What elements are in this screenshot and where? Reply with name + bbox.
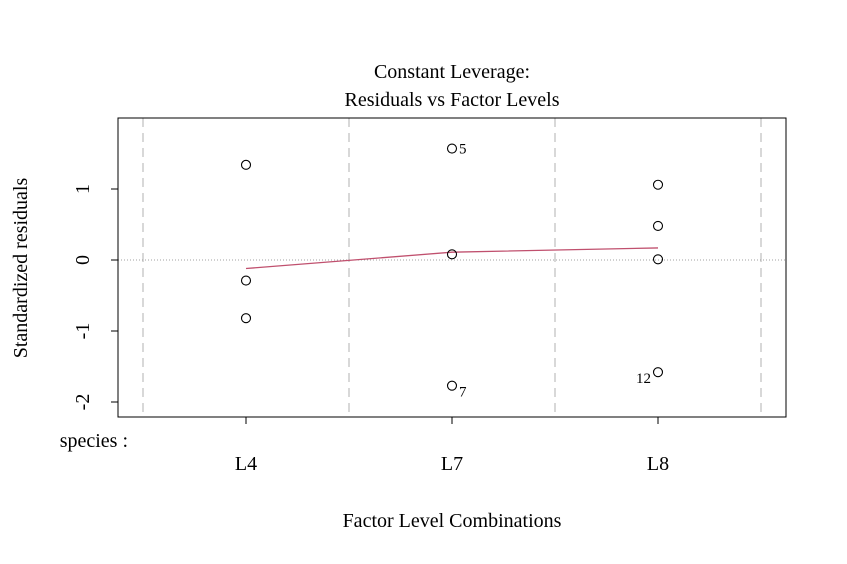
y-tick-label-0: -2 [72, 394, 94, 411]
x-axis: L4 L7 L8 [235, 417, 669, 475]
x-axis-label: Factor Level Combinations [343, 510, 562, 532]
data-point-5 [446, 380, 458, 391]
x-tick-label-L7: L7 [441, 453, 463, 475]
data-point-6 [652, 179, 664, 190]
factor-label: species : [60, 430, 128, 452]
y-axis: -2 -1 0 1 [72, 184, 119, 411]
data-point-3 [446, 143, 458, 154]
chart-title-line1: Constant Leverage: [374, 61, 530, 83]
data-point-2 [240, 313, 252, 324]
data-point-9 [652, 367, 664, 378]
point-label-12: 12 [636, 371, 651, 387]
data-point-8 [652, 254, 664, 265]
data-point-7 [652, 220, 664, 231]
x-tick-label-L4: L4 [235, 453, 257, 475]
point-label-7: 7 [459, 385, 467, 401]
points-layer [240, 143, 664, 391]
data-point-4 [446, 249, 458, 260]
plot-box [117, 117, 787, 418]
smooth-line [245, 247, 659, 270]
data-point-1 [240, 275, 252, 286]
y-tick-label-1: -1 [72, 323, 94, 340]
y-tick-label-2: 0 [72, 255, 94, 265]
level-separators [142, 118, 762, 417]
y-axis-label: Standardized residuals [10, 178, 32, 359]
x-tick-label-L8: L8 [647, 453, 669, 475]
chart-title-line2: Residuals vs Factor Levels [345, 89, 560, 111]
data-point-0 [240, 159, 252, 170]
point-labels-layer: 5 7 12 [459, 142, 651, 401]
point-label-5: 5 [459, 142, 467, 158]
y-tick-label-3: 1 [72, 184, 94, 194]
